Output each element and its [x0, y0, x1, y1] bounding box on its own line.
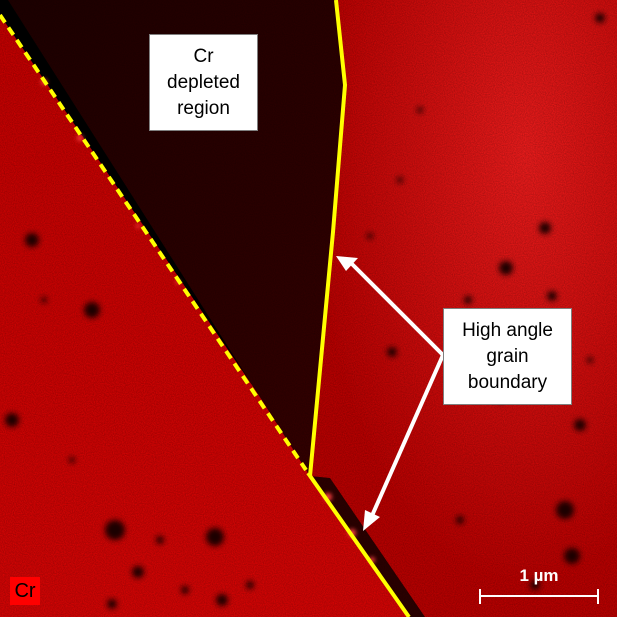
- precipitate-dot: [246, 581, 254, 589]
- precipitate-dot: [84, 302, 100, 318]
- precipitate-dot: [156, 536, 164, 544]
- precipitate-dot: [25, 233, 39, 247]
- cr-callout-line-1: Cr: [193, 45, 214, 67]
- precipitate-dot: [181, 586, 189, 594]
- precipitate-dot: [595, 13, 605, 23]
- arrow-lower-line: [369, 354, 445, 519]
- precipitate-dot: [456, 516, 464, 524]
- cr-callout-line-3: region: [177, 97, 230, 119]
- boundary-callout-line-2: grain: [486, 345, 529, 367]
- scale-bar-label: 1 µm: [519, 566, 559, 585]
- precipitate-dot: [132, 566, 144, 578]
- precipitate-dot: [556, 501, 574, 519]
- precipitate-dot: [206, 528, 224, 546]
- arrow-upper-head: [336, 256, 358, 271]
- precipitate-dot: [499, 261, 513, 275]
- arrow-upper-line: [350, 262, 445, 357]
- precipitate-dot: [574, 419, 586, 431]
- boundary-callout-line-1: High angle: [462, 319, 553, 341]
- precipitate-dot: [41, 297, 47, 303]
- precipitate-dot: [216, 594, 228, 606]
- precipitate-dot: [417, 107, 423, 113]
- cr-rich-particle: [77, 135, 83, 141]
- grain-boundary-callout: High angle grain boundary: [443, 308, 572, 405]
- grain-boundary-line: [308, 0, 348, 477]
- dashed-boundary-line: [0, 13, 308, 472]
- precipitate-dot: [539, 222, 551, 234]
- boundary-callout-line-3: boundary: [467, 371, 548, 393]
- precipitate-dot: [69, 457, 75, 463]
- precipitate-dot: [367, 233, 373, 239]
- cr-callout-line-2: depleted: [167, 71, 240, 93]
- cr-rich-particle: [136, 224, 140, 228]
- cr-depleted-callout: Cr depleted region: [149, 34, 258, 131]
- precipitate-dot: [387, 347, 397, 357]
- lower-boundary-line: [306, 471, 411, 617]
- arrow-lower-head: [363, 510, 380, 531]
- precipitate-dot: [464, 296, 472, 304]
- precipitate-dot: [5, 413, 19, 427]
- precipitate-dot: [107, 599, 117, 609]
- precipitates: [5, 13, 605, 609]
- precipitate-dot: [547, 291, 557, 301]
- precipitate-dot: [530, 580, 540, 590]
- precipitate-dot: [587, 357, 593, 363]
- precipitate-dot: [105, 520, 125, 540]
- element-label: Cr: [10, 577, 40, 605]
- precipitate-dot: [564, 548, 580, 564]
- precipitate-dot: [397, 177, 403, 183]
